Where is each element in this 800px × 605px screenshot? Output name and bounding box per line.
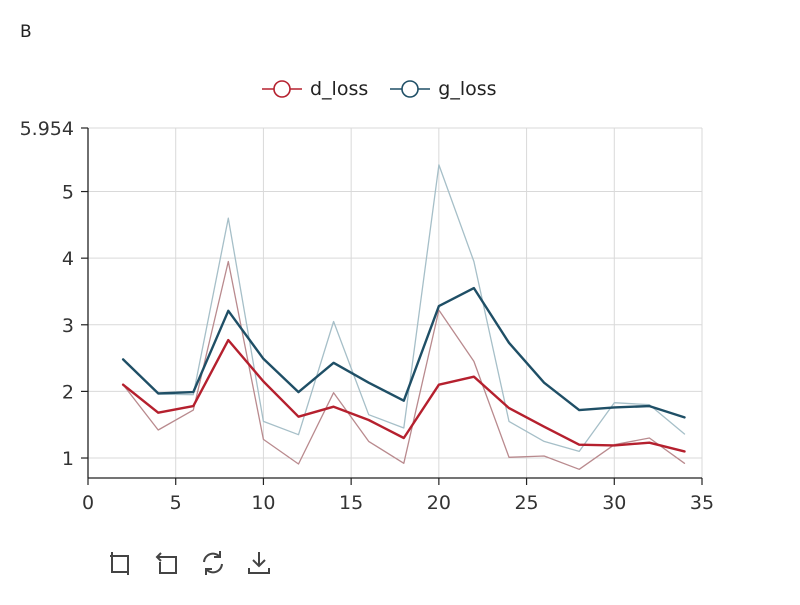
x-tick-label-5: 5 [170, 492, 182, 514]
g-loss-raw-line [122, 164, 686, 453]
box-select-icon [155, 552, 177, 574]
reset-icon [203, 551, 223, 575]
legend-label-d-loss: d_loss [310, 78, 369, 100]
y-tick-label-2: 2 [62, 381, 74, 403]
save-button[interactable] [242, 546, 276, 580]
x-tick-label-25: 25 [514, 492, 538, 514]
x-tick-label-15: 15 [339, 492, 363, 514]
panel-label: B [20, 22, 32, 42]
x-tick-label-0: 0 [82, 492, 94, 514]
legend: d_loss g_loss [262, 78, 519, 100]
y-tick-label-5.954: 5.954 [20, 118, 74, 140]
legend-item-g-loss[interactable]: g_loss [390, 78, 497, 100]
reset-button[interactable] [196, 546, 230, 580]
y-tick-label-3: 3 [62, 315, 74, 337]
d-loss-raw-line [122, 260, 686, 470]
x-tick-label-30: 30 [602, 492, 626, 514]
x-tick-label-35: 35 [690, 492, 714, 514]
box-select-button[interactable] [150, 546, 184, 580]
box-zoom-button[interactable] [104, 546, 138, 580]
y-tick-label-5: 5 [62, 182, 74, 204]
d-loss-line [121, 338, 686, 453]
y-tick-label-4: 4 [62, 248, 74, 270]
g-loss-legend-swatch [390, 80, 431, 98]
y-tick-label-1: 1 [62, 448, 74, 470]
line-chart: 0 5 10 15 20 25 30 35 1 2 3 4 5 5.954 [20, 118, 715, 514]
save-icon [248, 552, 270, 574]
g-loss-line [121, 286, 686, 419]
chart-toolbar [104, 546, 288, 580]
x-tick-label-20: 20 [427, 492, 451, 514]
legend-item-d-loss[interactable]: d_loss [262, 78, 368, 100]
legend-label-g-loss: g_loss [438, 78, 497, 100]
box-zoom-icon [110, 552, 129, 575]
d-loss-legend-swatch [262, 80, 302, 98]
x-tick-label-10: 10 [251, 492, 275, 514]
